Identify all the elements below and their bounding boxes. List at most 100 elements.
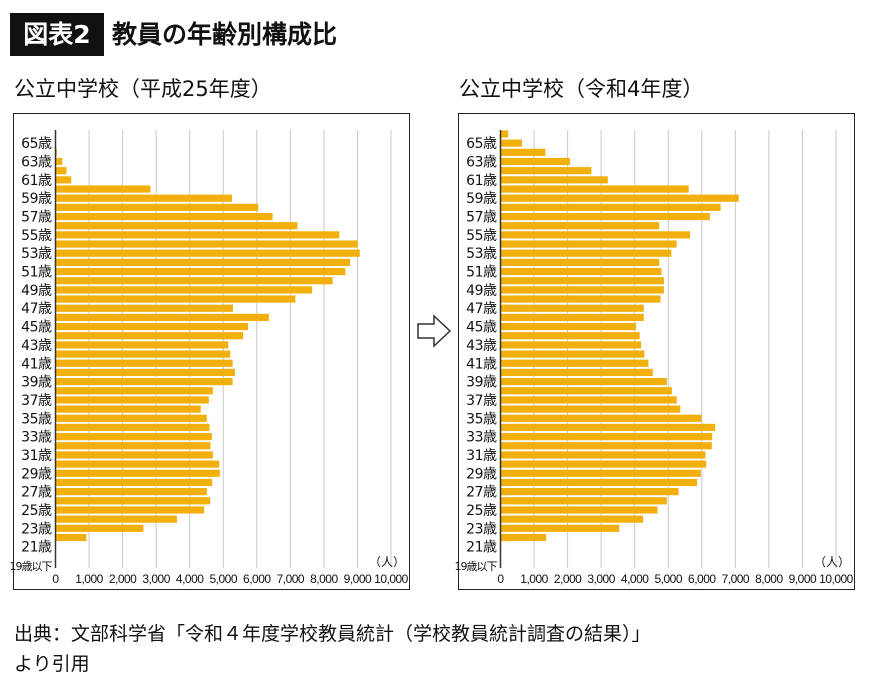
y-tick-label: 41歳 (466, 356, 497, 372)
bar (55, 433, 212, 441)
y-tick-label: 27歳 (21, 485, 52, 501)
y-tick-label: 39歳 (21, 375, 52, 391)
bar (500, 396, 677, 404)
y-tick-label: 57歳 (466, 210, 497, 226)
bar (55, 488, 207, 496)
y-tick-label: 35歳 (21, 411, 52, 427)
y-tick-label: 37歳 (466, 393, 497, 409)
y-tick-label: 29歳 (21, 466, 52, 482)
bar (55, 332, 244, 340)
source-line-1: 出典：文部科学省「令和４年度学校教員統計（学校教員統計調査の結果）」 (14, 623, 651, 645)
y-tick-label: 43歳 (466, 338, 497, 354)
bar (500, 167, 592, 175)
x-tick-label: 4,000 (621, 572, 649, 586)
x-tick-label: 0 (497, 572, 504, 586)
x-tick-label: 3,000 (587, 572, 615, 586)
x-tick-label: 10,000 (819, 572, 854, 586)
x-tick-label: 9,000 (789, 572, 817, 586)
right-chart-frame (458, 113, 855, 590)
y-tick-label: 57歳 (21, 210, 52, 226)
bar (55, 442, 211, 450)
bar (500, 533, 547, 542)
bar (55, 478, 213, 487)
bar (500, 506, 658, 514)
source-line-2: より引用 (14, 653, 90, 675)
x-tick-label: 4,000 (176, 572, 204, 586)
bar (500, 442, 712, 450)
bar (55, 359, 233, 367)
bar (500, 387, 672, 395)
y-tick-label: 61歳 (21, 173, 52, 189)
y-tick-label: 49歳 (21, 283, 52, 299)
bar (55, 185, 151, 193)
bar (55, 277, 333, 285)
x-tick-label: 1,000 (75, 572, 103, 586)
y-tick-label: 65歳 (21, 136, 52, 152)
y-tick-label: 31歳 (21, 448, 52, 464)
y-tick-label: 37歳 (21, 393, 52, 409)
bar (500, 249, 672, 257)
bar (55, 212, 273, 221)
bar (55, 387, 213, 395)
x-tick-label: 5,000 (209, 572, 237, 586)
bar (500, 176, 608, 184)
y-tick-label: 23歳 (21, 521, 52, 537)
bar (500, 277, 664, 285)
unit-label: （人） (369, 555, 405, 569)
bar (55, 460, 220, 468)
y-tick-label: 59歳 (466, 191, 497, 207)
bar (500, 515, 644, 523)
y-tick-label: 45歳 (21, 320, 52, 336)
bar (500, 267, 662, 276)
x-tick-label: 0 (52, 572, 59, 586)
x-tick-label: 8,000 (755, 572, 783, 586)
bar (55, 451, 213, 459)
left-chart-frame (13, 113, 410, 590)
y-tick-label: 29歳 (466, 466, 497, 482)
x-tick-label: 5,000 (654, 572, 682, 586)
bar (500, 194, 739, 202)
bar (55, 368, 235, 377)
bar (55, 167, 67, 175)
bar (55, 469, 220, 477)
bar (500, 524, 620, 532)
bar (500, 414, 702, 422)
bar (500, 148, 546, 156)
bar (500, 423, 716, 432)
bar (55, 295, 296, 303)
x-tick-label: 9,000 (344, 572, 372, 586)
y-tick-label: 53歳 (21, 246, 52, 262)
bar (500, 203, 721, 211)
y-tick-label: 45歳 (466, 320, 497, 336)
y-tick-label: 21歳 (466, 540, 497, 556)
bar (55, 322, 249, 331)
bar (55, 515, 177, 523)
bar (500, 322, 637, 331)
x-tick-label: 6,000 (243, 572, 271, 586)
bar (55, 414, 207, 422)
bar (500, 497, 667, 505)
bar (500, 488, 679, 496)
bar (500, 313, 644, 321)
y-tick-label: 35歳 (466, 411, 497, 427)
x-tick-label: 10,000 (374, 572, 409, 586)
figure-number-badge: 図表2 (10, 13, 104, 56)
bar (55, 157, 63, 166)
x-tick-label: 1,000 (520, 572, 548, 586)
bar (55, 341, 229, 349)
bar (500, 451, 706, 459)
bar (500, 405, 681, 413)
y-tick-label: 55歳 (466, 228, 497, 244)
bar (55, 396, 209, 404)
y-tick-label: 41歳 (21, 356, 52, 372)
unit-label: （人） (814, 555, 850, 569)
y-tick-label: 33歳 (466, 430, 497, 446)
y-tick-label: 19歳以下 (10, 560, 53, 573)
y-tick-label: 53歳 (466, 246, 497, 262)
bar (55, 405, 201, 413)
bar (55, 203, 259, 211)
y-tick-label: 51歳 (466, 265, 497, 281)
bar (500, 231, 691, 239)
right-chart-title: 公立中学校（令和4年度） (459, 77, 704, 101)
